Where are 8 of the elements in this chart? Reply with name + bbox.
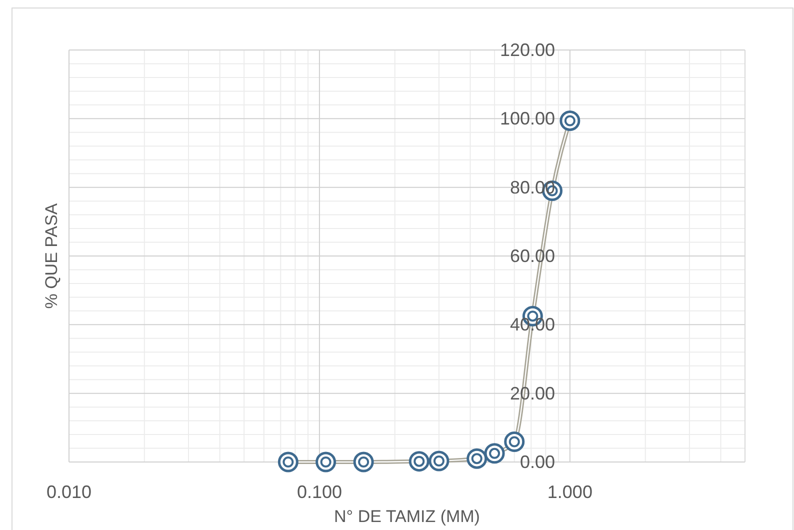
y-tick-label: 100.00 (500, 108, 555, 129)
x-tick-label: 1.000 (547, 482, 592, 502)
x-tick-label: 0.010 (46, 482, 92, 502)
x-tick-label: 0.100 (296, 482, 342, 502)
x-axis-title: N° DE TAMIZ (MM) (334, 507, 480, 526)
y-axis-title: % QUE PASA (42, 202, 61, 309)
y-tick-label: 0.00 (520, 452, 555, 472)
y-tick-label: 120.00 (500, 40, 555, 60)
